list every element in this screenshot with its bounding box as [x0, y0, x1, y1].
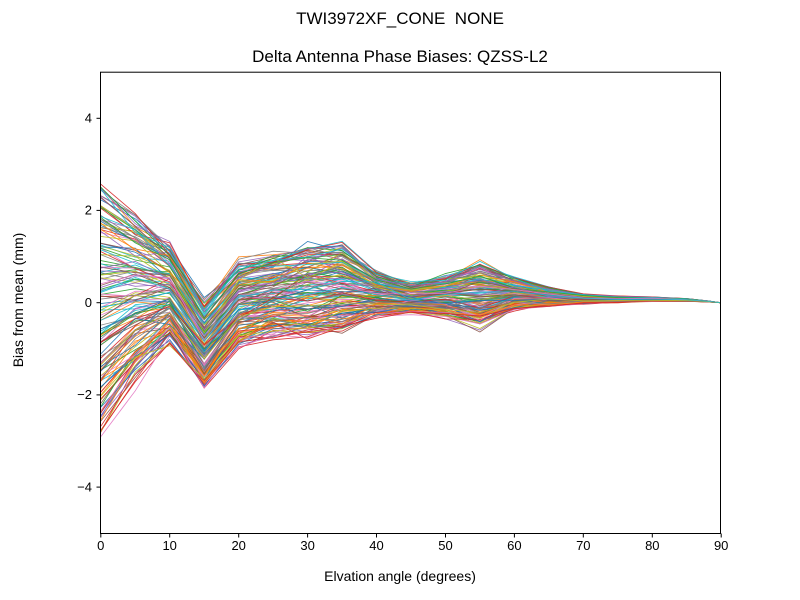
- svg-text:4: 4: [85, 111, 92, 126]
- svg-text:30: 30: [300, 538, 314, 553]
- svg-text:40: 40: [369, 538, 383, 553]
- svg-text:−4: −4: [77, 479, 92, 494]
- svg-text:0: 0: [85, 295, 92, 310]
- svg-text:60: 60: [507, 538, 521, 553]
- svg-text:20: 20: [231, 538, 245, 553]
- svg-text:0: 0: [97, 538, 104, 553]
- svg-text:90: 90: [714, 538, 728, 553]
- svg-text:10: 10: [162, 538, 176, 553]
- svg-text:−2: −2: [77, 387, 92, 402]
- svg-text:80: 80: [645, 538, 659, 553]
- svg-text:70: 70: [576, 538, 590, 553]
- svg-text:2: 2: [85, 203, 92, 218]
- svg-text:50: 50: [438, 538, 452, 553]
